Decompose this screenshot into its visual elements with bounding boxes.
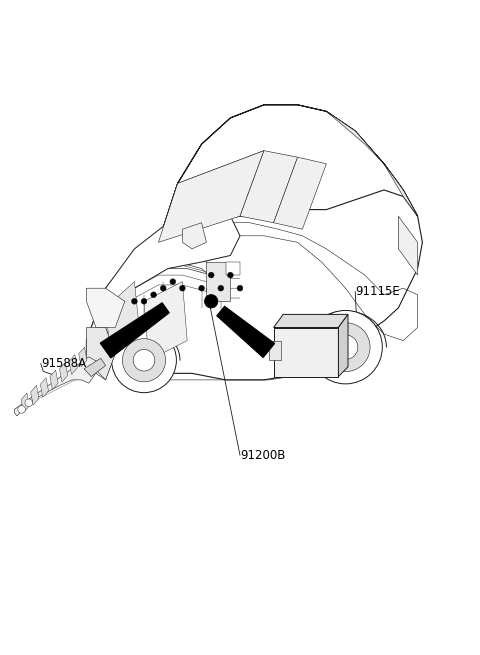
Polygon shape [158, 105, 418, 242]
Polygon shape [86, 288, 125, 328]
Polygon shape [50, 370, 58, 390]
Polygon shape [86, 328, 115, 380]
Polygon shape [182, 223, 206, 249]
Circle shape [333, 335, 358, 360]
Circle shape [133, 350, 155, 371]
Circle shape [218, 286, 224, 291]
Circle shape [321, 323, 370, 371]
Polygon shape [326, 111, 384, 164]
Polygon shape [274, 157, 326, 229]
Circle shape [25, 399, 33, 407]
Circle shape [111, 328, 177, 392]
Polygon shape [79, 347, 87, 367]
Polygon shape [14, 357, 101, 416]
Polygon shape [106, 282, 139, 354]
Polygon shape [100, 303, 169, 358]
Polygon shape [217, 307, 275, 358]
Polygon shape [226, 262, 240, 275]
Circle shape [180, 286, 185, 291]
Polygon shape [269, 341, 281, 360]
Polygon shape [206, 262, 230, 301]
Circle shape [204, 295, 218, 308]
Polygon shape [21, 393, 29, 413]
Polygon shape [384, 164, 418, 216]
Circle shape [122, 339, 166, 382]
Polygon shape [40, 378, 48, 398]
Text: 91588A: 91588A [41, 357, 86, 370]
Circle shape [237, 286, 243, 291]
Polygon shape [240, 151, 298, 223]
Polygon shape [86, 190, 422, 380]
Polygon shape [274, 314, 348, 328]
Polygon shape [144, 282, 187, 360]
Circle shape [151, 292, 156, 297]
Text: 91115E: 91115E [355, 285, 400, 298]
Polygon shape [60, 362, 68, 382]
Circle shape [160, 286, 166, 291]
Polygon shape [338, 314, 348, 377]
Circle shape [132, 299, 137, 304]
Circle shape [199, 286, 204, 291]
Circle shape [170, 279, 176, 284]
Polygon shape [84, 358, 106, 377]
Polygon shape [86, 216, 240, 341]
Circle shape [228, 272, 233, 278]
Polygon shape [31, 385, 39, 405]
Circle shape [309, 310, 382, 384]
Polygon shape [69, 355, 77, 375]
Polygon shape [274, 328, 338, 377]
Polygon shape [158, 151, 264, 242]
Circle shape [141, 299, 147, 304]
Circle shape [18, 405, 25, 413]
Text: 91200B: 91200B [240, 449, 286, 462]
Circle shape [208, 272, 214, 278]
Polygon shape [86, 328, 115, 380]
Polygon shape [398, 216, 418, 275]
